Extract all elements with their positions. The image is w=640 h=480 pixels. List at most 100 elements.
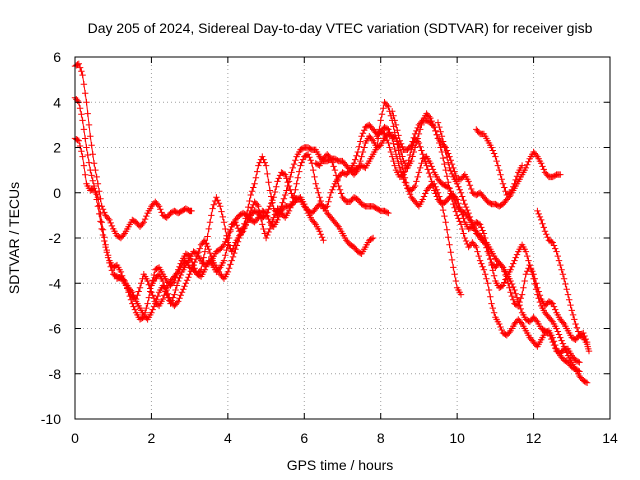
data-point-marker <box>488 144 495 151</box>
data-point-marker <box>485 286 493 294</box>
data-point-marker <box>465 178 472 185</box>
data-point-marker <box>92 188 99 195</box>
data-point-marker <box>130 292 137 299</box>
data-point-marker <box>482 240 489 248</box>
data-point-marker <box>532 280 540 287</box>
data-point-marker <box>564 291 572 298</box>
data-point-marker <box>572 320 579 328</box>
data-point-marker <box>368 136 375 143</box>
data-point-marker <box>462 237 470 245</box>
data-point-marker <box>80 81 88 88</box>
data-point-marker <box>498 176 505 183</box>
y-tick-label: 4 <box>53 94 61 110</box>
data-point-marker <box>406 143 414 150</box>
data-point-marker <box>320 237 327 244</box>
data-point-marker <box>391 162 398 169</box>
data-point-marker <box>549 300 556 307</box>
data-point-marker <box>93 173 100 181</box>
data-point-marker <box>104 215 112 222</box>
series-markers <box>473 126 526 199</box>
data-point-marker <box>262 209 270 217</box>
data-point-marker <box>143 304 150 312</box>
data-point-marker <box>88 172 95 179</box>
data-point-marker <box>392 151 400 158</box>
data-point-marker <box>562 280 569 288</box>
data-point-marker <box>304 151 312 158</box>
data-point-marker <box>465 209 472 217</box>
data-point-marker <box>544 329 551 336</box>
data-point-marker <box>310 166 317 174</box>
data-point-marker <box>506 190 513 197</box>
data-point-marker <box>395 132 402 139</box>
data-point-marker <box>162 286 169 294</box>
data-point-marker <box>233 242 240 249</box>
data-point-marker <box>315 189 322 196</box>
data-point-marker <box>510 183 517 190</box>
data-point-marker <box>531 275 538 282</box>
data-point-marker <box>501 184 508 191</box>
data-point-marker <box>264 170 271 178</box>
data-point-marker <box>262 234 270 242</box>
data-point-marker <box>436 123 443 131</box>
data-point-marker <box>453 180 461 187</box>
data-point-marker <box>159 277 167 285</box>
data-point-marker <box>476 257 484 264</box>
data-point-marker <box>496 320 503 328</box>
data-point-marker <box>452 208 460 215</box>
data-point-marker <box>392 121 400 129</box>
data-point-marker <box>452 277 460 285</box>
data-point-marker <box>181 283 188 290</box>
y-tick-label: -6 <box>49 321 62 337</box>
data-point-marker <box>76 105 84 112</box>
data-point-marker <box>501 279 508 286</box>
data-point-marker <box>448 160 456 168</box>
data-point-marker <box>231 249 238 257</box>
data-point-marker <box>318 234 326 241</box>
data-point-marker <box>331 166 339 174</box>
data-point-marker <box>413 178 420 185</box>
data-point-marker <box>168 297 175 304</box>
data-point-marker <box>206 219 214 226</box>
data-point-marker <box>532 151 540 159</box>
data-point-marker <box>437 128 444 135</box>
data-point-marker <box>265 215 272 223</box>
data-point-marker <box>265 206 272 213</box>
data-point-marker <box>441 143 448 150</box>
data-point-marker <box>357 138 364 145</box>
data-point-marker <box>464 206 471 214</box>
data-point-marker <box>411 182 419 190</box>
data-point-marker <box>479 235 486 242</box>
data-point-marker <box>520 284 527 291</box>
data-point-marker <box>152 300 159 307</box>
data-point-marker <box>450 264 457 271</box>
data-point-marker <box>576 359 583 366</box>
data-point-marker <box>399 153 406 160</box>
data-point-marker <box>401 168 409 175</box>
data-point-marker <box>326 194 333 201</box>
data-point-marker <box>330 163 337 170</box>
data-point-marker <box>447 167 454 175</box>
data-point-marker <box>508 292 516 300</box>
data-point-marker <box>336 186 344 193</box>
data-point-marker <box>490 272 498 279</box>
data-point-marker <box>187 268 195 275</box>
data-point-marker <box>75 137 82 144</box>
data-point-marker <box>441 160 448 168</box>
data-point-marker <box>473 243 480 251</box>
data-point-marker <box>201 237 209 244</box>
data-point-marker <box>205 246 212 253</box>
data-point-marker <box>456 203 463 211</box>
data-point-marker <box>380 130 387 137</box>
data-point-marker <box>330 183 337 190</box>
data-point-marker <box>566 296 573 303</box>
data-point-marker <box>487 293 494 300</box>
data-point-marker <box>76 142 84 150</box>
data-point-marker <box>101 234 108 241</box>
data-point-marker <box>536 213 544 221</box>
data-point-marker <box>299 156 307 163</box>
data-point-marker <box>355 143 363 150</box>
data-point-marker <box>298 159 305 166</box>
data-point-marker <box>368 235 375 242</box>
